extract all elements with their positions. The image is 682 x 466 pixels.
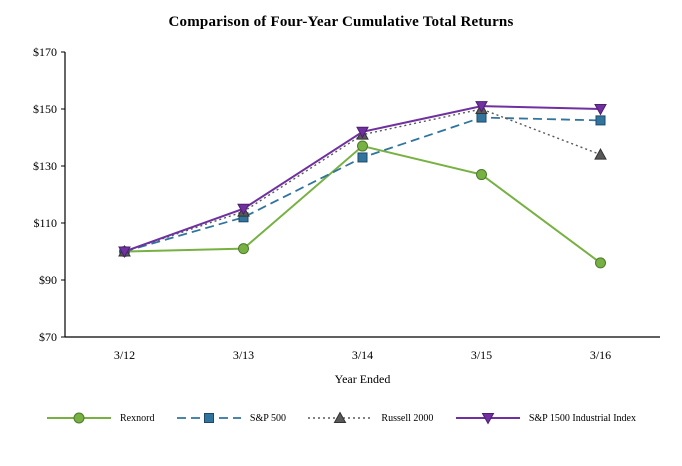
square-marker: [203, 413, 214, 423]
legend-swatch-s-p-1500-industrial-index: [455, 413, 520, 425]
y-tick-label: $150: [33, 102, 57, 116]
chart-legend: Rexnord S&P 500 Russell 2000 S&P 1500 Indus…: [0, 411, 682, 425]
legend-label-rexnord: Rexnord: [120, 412, 155, 424]
x-tick-label: 3/16: [590, 348, 611, 362]
legend-swatch-rexnord: [47, 412, 111, 424]
series-line-russell-2000: [124, 108, 601, 253]
x-tick-label: 3/15: [471, 348, 492, 362]
x-axis-title: Year Ended: [334, 372, 391, 386]
y-tick-label: $70: [39, 330, 57, 344]
legend-label-russell-2000: Russell 2000: [381, 412, 434, 424]
y-tick-label: $110: [33, 216, 57, 230]
triangle-down-marker: [475, 101, 488, 113]
triangle-down-marker: [118, 246, 131, 259]
square-marker: [476, 112, 487, 123]
square-marker: [595, 115, 606, 126]
circle-marker: [238, 243, 249, 255]
legend-item-s-p-1500-industrial-index: S&P 1500 Industrial Index: [455, 411, 636, 425]
y-tick-label: $90: [39, 273, 57, 287]
circle-marker: [357, 140, 368, 152]
chart-title: Comparison of Four-Year Cumulative Total…: [168, 14, 514, 30]
circle-marker: [476, 169, 487, 181]
triangle-up-marker: [334, 411, 347, 423]
legend-item-rexnord: Rexnord: [46, 411, 154, 425]
circle-marker: [73, 412, 85, 424]
circle-marker: [595, 257, 606, 269]
y-tick-label: $130: [33, 159, 57, 173]
legend-label-s-p-500: S&P 500: [249, 412, 286, 424]
legend-item-s-p-500: S&P 500: [176, 411, 286, 425]
triangle-down-marker: [594, 104, 607, 116]
legend-label-s-p-1500-industrial-index: S&P 1500 Industrial Index: [528, 412, 636, 424]
y-tick-label: $170: [33, 45, 57, 59]
triangle-down-marker: [481, 413, 495, 425]
triangle-down-marker: [237, 203, 250, 216]
chart-plot-area: $70 $90 $110 $130 $150 $170 3/12 3/13 3/14 3/15 3/…: [33, 45, 660, 362]
series-line-rexnord: [124, 144, 602, 264]
x-tick-label: 3/14: [352, 348, 373, 362]
triangle-up-marker: [594, 148, 607, 160]
x-tick-label: 3/12: [114, 348, 135, 362]
legend-swatch-russell-2000: [308, 411, 373, 423]
legend-item-russell-2000: Russell 2000: [307, 411, 433, 425]
legend-swatch-s-p-500: [176, 413, 241, 423]
square-marker: [357, 152, 368, 163]
triangle-down-marker: [356, 126, 369, 139]
x-tick-label: 3/13: [233, 348, 254, 362]
